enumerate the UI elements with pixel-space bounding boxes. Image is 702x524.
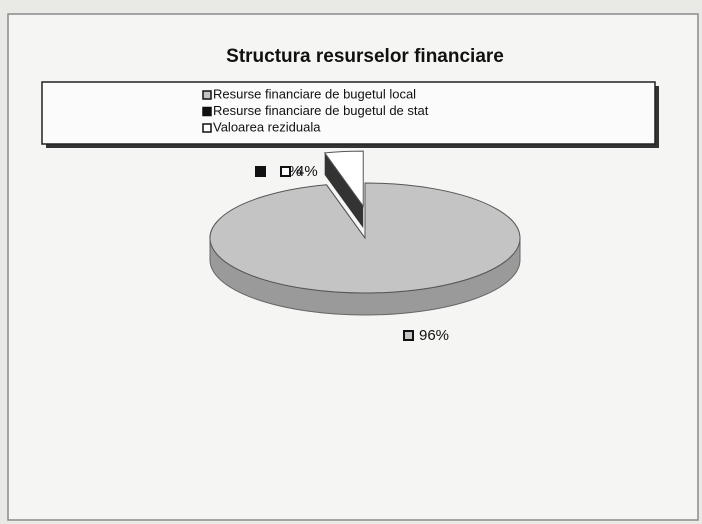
data-label-marker <box>280 166 291 177</box>
legend-marker <box>202 123 212 133</box>
legend-marker <box>202 90 212 100</box>
legend <box>41 81 656 145</box>
data-label: 4% <box>296 163 318 180</box>
data-label: 96% <box>419 327 449 344</box>
legend-marker <box>202 106 212 117</box>
pie-side <box>324 152 364 229</box>
legend-label: Valoarea reziduala <box>213 119 321 134</box>
pie-slice <box>323 150 364 208</box>
data-label-marker <box>255 166 266 177</box>
legend-label: Resurse financiare de bugetul local <box>213 86 416 101</box>
legend-label: Resurse financiare de bugetul de stat <box>213 103 429 118</box>
pie-slice <box>326 184 366 239</box>
data-label-marker <box>403 330 414 341</box>
chart-title: Structura resurselor financiare <box>226 46 504 67</box>
